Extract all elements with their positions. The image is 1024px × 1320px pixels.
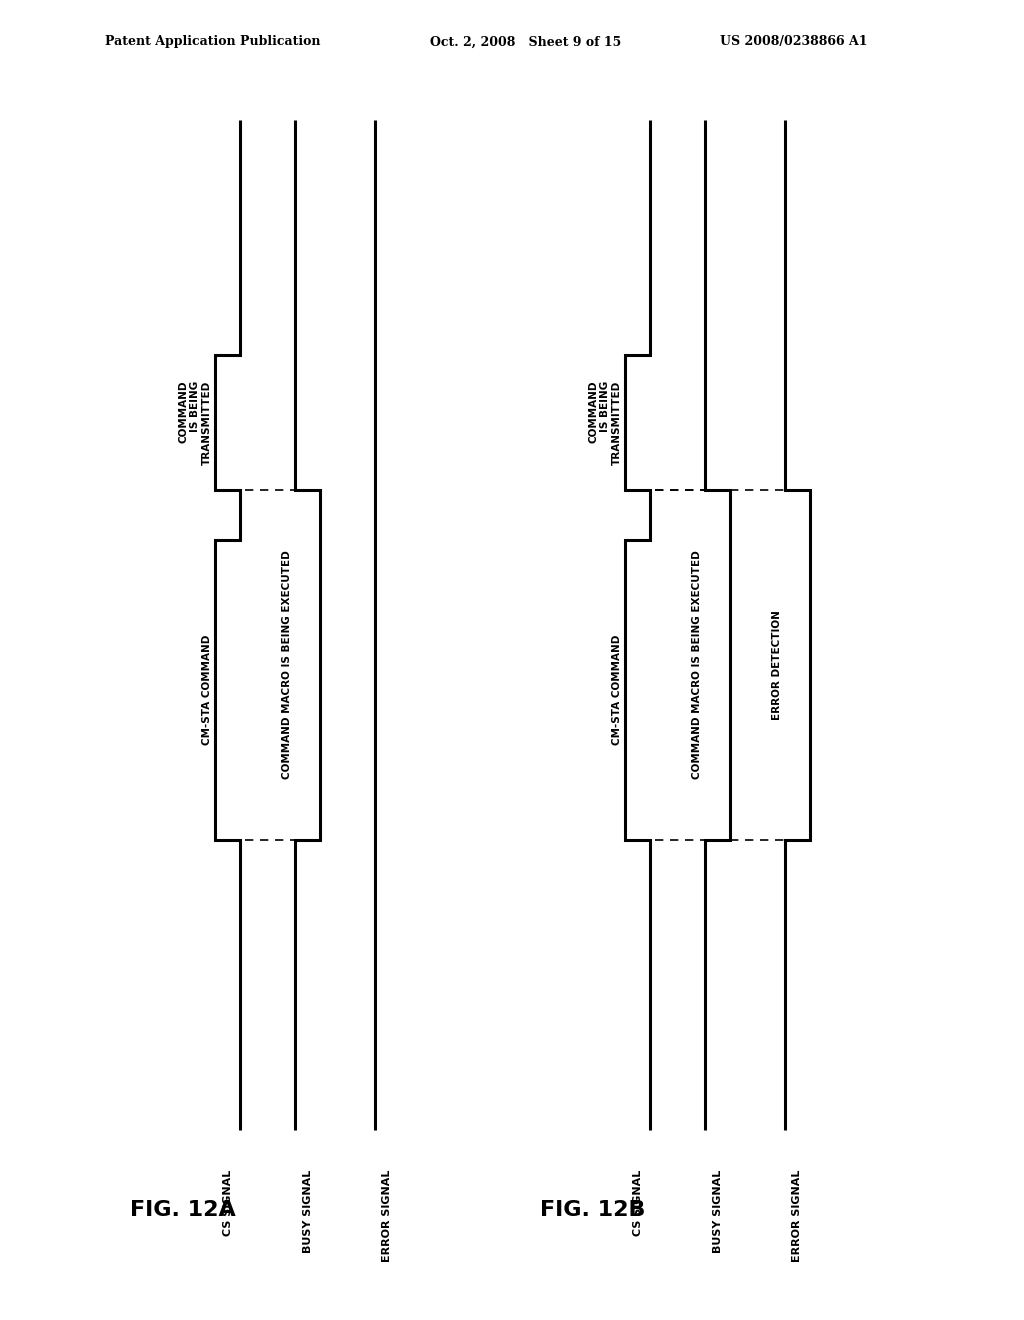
Text: CS SIGNAL: CS SIGNAL bbox=[633, 1170, 643, 1237]
Text: CM-STA COMMAND: CM-STA COMMAND bbox=[202, 635, 212, 746]
Text: COMMAND MACRO IS BEING EXECUTED: COMMAND MACRO IS BEING EXECUTED bbox=[282, 550, 292, 779]
Text: COMMAND
IS BEING
TRANSMITTED: COMMAND IS BEING TRANSMITTED bbox=[179, 380, 212, 465]
Text: CM-STA COMMAND: CM-STA COMMAND bbox=[612, 635, 622, 746]
Text: ERROR DETECTION: ERROR DETECTION bbox=[772, 610, 782, 719]
Text: FIG. 12B: FIG. 12B bbox=[540, 1200, 645, 1220]
Text: CS SIGNAL: CS SIGNAL bbox=[223, 1170, 233, 1237]
Text: Patent Application Publication: Patent Application Publication bbox=[105, 36, 321, 49]
Text: FIG. 12A: FIG. 12A bbox=[130, 1200, 236, 1220]
Text: ERROR SIGNAL: ERROR SIGNAL bbox=[382, 1170, 392, 1262]
Text: COMMAND
IS BEING
TRANSMITTED: COMMAND IS BEING TRANSMITTED bbox=[589, 380, 622, 465]
Text: US 2008/0238866 A1: US 2008/0238866 A1 bbox=[720, 36, 867, 49]
Text: BUSY SIGNAL: BUSY SIGNAL bbox=[303, 1170, 313, 1253]
Text: COMMAND MACRO IS BEING EXECUTED: COMMAND MACRO IS BEING EXECUTED bbox=[692, 550, 702, 779]
Text: ERROR SIGNAL: ERROR SIGNAL bbox=[792, 1170, 802, 1262]
Text: Oct. 2, 2008   Sheet 9 of 15: Oct. 2, 2008 Sheet 9 of 15 bbox=[430, 36, 622, 49]
Text: BUSY SIGNAL: BUSY SIGNAL bbox=[713, 1170, 723, 1253]
